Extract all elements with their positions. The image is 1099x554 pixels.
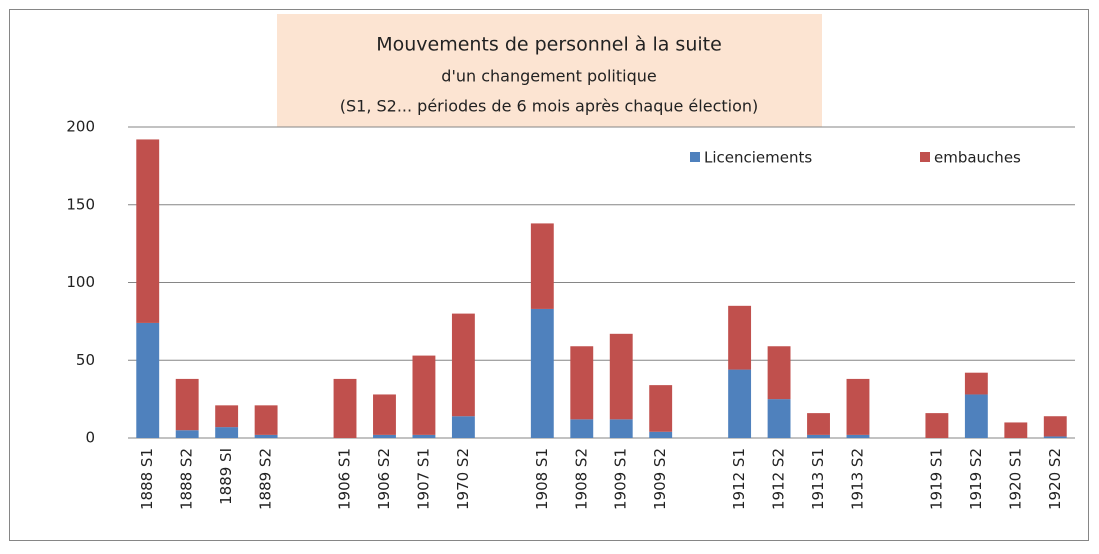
- legend-label: Licenciements: [704, 149, 812, 167]
- bar-segment: [846, 378, 870, 435]
- y-tick-label: 50: [76, 351, 95, 369]
- y-tick-label: 0: [85, 429, 95, 447]
- x-tick-label: 1889 S2: [257, 448, 275, 510]
- bar-segment: [570, 346, 594, 420]
- bar-segment: [175, 430, 199, 438]
- legend-label: embauches: [934, 149, 1021, 167]
- x-tick-label: 1919 S2: [967, 448, 985, 510]
- x-tick-label: 1909 S2: [651, 448, 669, 510]
- bar-segment: [964, 372, 988, 395]
- y-tick-label: 200: [66, 118, 95, 136]
- x-tick-label: 1907 S1: [414, 448, 432, 510]
- x-tick-label: 1908 S2: [572, 448, 590, 510]
- bar-segment: [925, 413, 949, 438]
- x-tick-label: 1888 S2: [178, 448, 196, 510]
- bar-segment: [570, 419, 594, 438]
- bar-segment: [373, 394, 396, 435]
- chart-subtitle: (S1, S2... périodes de 6 mois après chaq…: [340, 97, 759, 116]
- x-tick-label: 1906 S2: [375, 448, 393, 510]
- y-tick-label: 100: [66, 273, 95, 291]
- x-tick-label: 1919 S1: [927, 448, 945, 510]
- bar-segment: [412, 355, 436, 435]
- bar-segment: [254, 405, 278, 435]
- x-tick-label: 1906 S1: [336, 448, 354, 510]
- x-tick-label: 1888 S1: [138, 448, 156, 510]
- bar-segment: [807, 413, 830, 435]
- bar-segment: [609, 333, 633, 420]
- bar-segment: [451, 416, 475, 438]
- bar-segment: [136, 139, 160, 323]
- bar-segment: [451, 313, 475, 417]
- legend-swatch: [920, 152, 930, 162]
- bar-segment: [1043, 416, 1067, 437]
- bar-segment: [807, 434, 830, 438]
- bar-segment: [964, 394, 988, 438]
- bar-segment: [530, 223, 554, 309]
- bar-segment: [175, 378, 199, 431]
- bar-segment: [767, 346, 791, 400]
- bar-segment: [846, 434, 870, 438]
- bar-segment: [1043, 436, 1067, 438]
- bar-segment: [136, 322, 160, 438]
- bar-segment: [530, 308, 554, 438]
- y-tick-label: 150: [66, 195, 95, 213]
- bar-segment: [609, 419, 633, 438]
- x-tick-label: 1912 S1: [730, 448, 748, 510]
- bar-segment: [767, 399, 791, 438]
- x-tick-label: 1913 S2: [848, 448, 866, 510]
- x-tick-label: 1920 S2: [1046, 448, 1064, 510]
- x-tick-label: 1912 S2: [770, 448, 788, 510]
- title-box: [277, 14, 822, 127]
- bar-segment: [333, 378, 357, 438]
- x-tick-label: 1909 S1: [612, 448, 630, 510]
- x-tick-label: 1908 S1: [533, 448, 551, 510]
- bar-segment: [254, 434, 278, 438]
- x-tick-label: 1970 S2: [454, 448, 472, 510]
- bar-segment: [649, 385, 673, 432]
- bar-segment: [373, 434, 396, 438]
- chart-title: d'un changement politique: [441, 67, 656, 86]
- x-tick-label: 1889 SI: [217, 448, 235, 505]
- bar-segment: [728, 369, 752, 438]
- bar-segment: [728, 305, 752, 370]
- bar-segment: [215, 405, 239, 428]
- chart-title: Mouvements de personnel à la suite: [376, 34, 722, 56]
- bar-segment: [412, 434, 436, 438]
- x-tick-label: 1913 S1: [809, 448, 827, 510]
- legend-swatch: [690, 152, 700, 162]
- bar-segment: [649, 431, 673, 438]
- bar-segment: [215, 427, 239, 438]
- bar-segment: [1004, 422, 1028, 438]
- x-tick-label: 1920 S1: [1006, 448, 1024, 510]
